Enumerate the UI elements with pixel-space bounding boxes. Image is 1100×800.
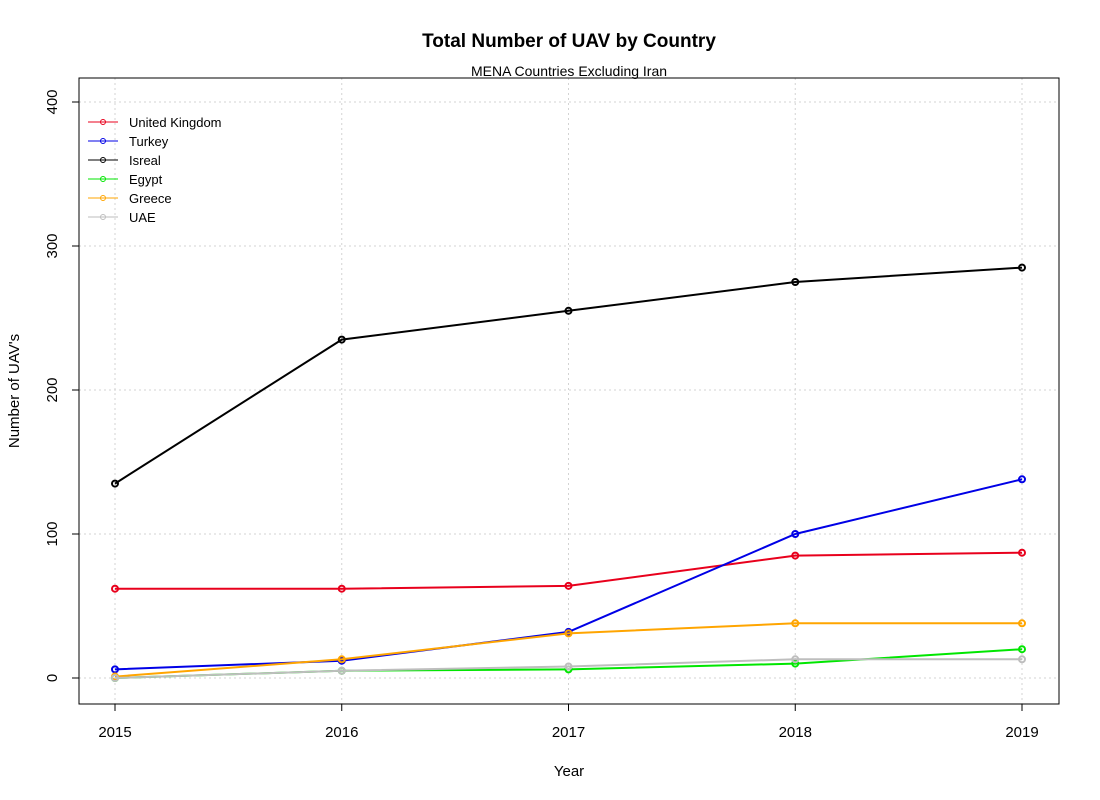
data-point-united-kingdom <box>111 584 119 593</box>
data-point-egypt <box>1018 645 1026 654</box>
data-point-united-kingdom <box>337 584 346 593</box>
y-axis-label: Number of UAV's <box>6 334 23 448</box>
y-tick-label: 400 <box>44 89 61 114</box>
legend-label-isreal: Isreal <box>129 153 161 168</box>
data-point-isreal <box>564 306 573 315</box>
series-lines <box>111 263 1026 682</box>
data-point-united-kingdom <box>1018 548 1026 557</box>
y-tick-label: 0 <box>44 674 61 682</box>
x-axis-label: Year <box>554 763 584 780</box>
data-point-greece <box>564 629 573 638</box>
legend: United Kingdom Turkey Isreal Egypt Greece UAE <box>88 115 222 225</box>
data-point-isreal <box>111 479 119 488</box>
legend-label-egypt: Egypt <box>129 172 163 187</box>
series-line-isreal <box>114 266 1023 485</box>
data-point-uae <box>337 666 346 675</box>
series-line-greece <box>114 622 1022 678</box>
axes: 2015 2016 2017 2018 2019 0 100 200 300 400 <box>44 89 1039 741</box>
legend-marker-egypt <box>100 176 106 182</box>
data-point-united-kingdom <box>791 551 800 560</box>
data-point-greece <box>1018 619 1026 628</box>
y-tick-label: 100 <box>44 521 61 546</box>
data-point-uae <box>564 662 573 671</box>
legend-marker-isreal <box>100 157 106 163</box>
data-point-uae <box>791 655 800 664</box>
legend-marker-greece <box>100 195 106 201</box>
grid-lines <box>79 78 1059 704</box>
legend-label-uae: UAE <box>129 210 156 225</box>
legend-marker-turkey <box>100 138 106 144</box>
x-tick-label: 2019 <box>1005 724 1038 741</box>
plot-frame <box>78 77 1060 705</box>
data-point-isreal <box>791 278 800 286</box>
data-point-turkey <box>791 530 800 538</box>
legend-marker-united-kingdom <box>100 119 106 125</box>
data-point-egypt <box>791 659 800 668</box>
y-tick-label: 300 <box>44 233 61 258</box>
data-point-uae <box>1018 655 1026 664</box>
legend-label-greece: Greece <box>129 191 172 206</box>
data-point-greece <box>337 655 346 664</box>
chart-subtitle: MENA Countries Excluding Iran <box>471 63 667 79</box>
y-tick-label: 200 <box>44 377 61 402</box>
data-point-turkey <box>1018 475 1026 484</box>
legend-marker-uae <box>100 214 106 220</box>
series-line-united-kingdom <box>115 551 1023 590</box>
data-point-isreal <box>1018 263 1026 272</box>
x-tick-label: 2017 <box>552 724 585 741</box>
series-line-turkey <box>114 478 1023 671</box>
data-point-uae <box>111 674 119 682</box>
series-line-uae <box>114 658 1022 679</box>
legend-label-united-kingdom: United Kingdom <box>129 115 222 130</box>
data-point-isreal <box>337 335 346 344</box>
data-point-turkey <box>111 665 119 674</box>
data-point-greece <box>791 619 800 628</box>
chart-title: Total Number of UAV by Country <box>422 31 716 52</box>
x-tick-label: 2016 <box>325 724 358 741</box>
x-tick-label: 2015 <box>98 724 131 741</box>
legend-label-turkey: Turkey <box>129 134 169 149</box>
data-point-united-kingdom <box>564 581 573 590</box>
x-tick-label: 2018 <box>779 724 812 741</box>
